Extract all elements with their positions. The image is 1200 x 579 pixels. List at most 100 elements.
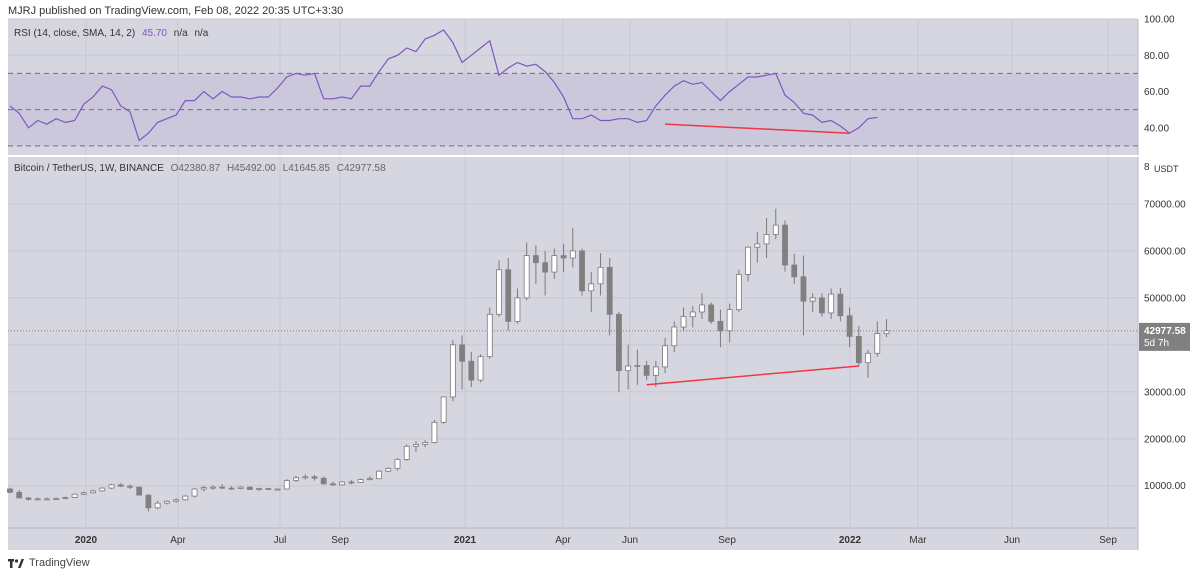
price-axis-bg bbox=[1138, 19, 1192, 550]
candle-body bbox=[791, 264, 798, 278]
candle-body bbox=[293, 477, 299, 481]
currency-label: USDT bbox=[1154, 164, 1179, 174]
price-tick-label: 50000.00 bbox=[1144, 293, 1186, 304]
candle-body bbox=[163, 500, 170, 504]
candle-body bbox=[311, 476, 318, 479]
candle-body bbox=[865, 352, 871, 364]
candle-body bbox=[108, 484, 115, 489]
price-tick-label: 70000.00 bbox=[1144, 199, 1186, 210]
candle-body bbox=[735, 274, 742, 311]
candle-body bbox=[809, 297, 816, 302]
rsi-tick-label: 80.00 bbox=[1144, 51, 1169, 62]
candle-body bbox=[533, 255, 539, 264]
candle-body bbox=[819, 297, 825, 314]
candle-body bbox=[800, 276, 807, 302]
time-axis-label: Mar bbox=[909, 535, 927, 546]
candle-body bbox=[689, 311, 696, 318]
price-tick-label: 60000.00 bbox=[1144, 246, 1186, 257]
tradingview-logo-icon bbox=[8, 559, 24, 568]
candle-body bbox=[413, 444, 419, 447]
time-axis-label: Sep bbox=[1099, 535, 1117, 546]
candle-body bbox=[348, 481, 355, 484]
candle-body bbox=[80, 492, 87, 495]
candle-body bbox=[597, 266, 604, 285]
price-tick-label: 10000.00 bbox=[1144, 481, 1186, 492]
rsi-tick-label: 100.00 bbox=[1144, 15, 1175, 26]
price-legend-symbol: Bitcoin / TetherUS, 1W, BINANCE bbox=[14, 163, 164, 174]
candle-body bbox=[265, 488, 272, 490]
candle-body bbox=[90, 490, 96, 494]
candle-body bbox=[191, 488, 198, 497]
candle-body bbox=[422, 442, 429, 445]
price-legend-low: L41645.85 bbox=[282, 163, 330, 174]
candle-body bbox=[136, 486, 143, 496]
candle-body bbox=[154, 502, 161, 509]
candle-body bbox=[440, 396, 447, 423]
candle-body bbox=[256, 488, 263, 490]
candle-body bbox=[376, 470, 382, 480]
candle-body bbox=[127, 485, 133, 488]
rsi-line bbox=[9, 29, 878, 142]
candle-body bbox=[320, 477, 327, 485]
candle-body bbox=[883, 330, 890, 335]
candle-body bbox=[182, 495, 189, 501]
candle-body bbox=[385, 467, 392, 472]
candle-body bbox=[652, 366, 659, 376]
candle-body bbox=[403, 445, 410, 460]
price-tag-price: 42977.58 bbox=[1144, 326, 1186, 337]
candle-body bbox=[44, 498, 50, 501]
time-axis-label: Jun bbox=[622, 535, 638, 546]
candle-body bbox=[671, 326, 678, 347]
candle-body bbox=[219, 486, 226, 489]
candle-body bbox=[496, 269, 502, 315]
footer-brand: TradingView bbox=[29, 557, 90, 569]
price-legend-high: H45492.00 bbox=[226, 163, 276, 174]
candle-body bbox=[99, 487, 106, 492]
publish-header: MJRJ published on TradingView.com, Feb 0… bbox=[8, 5, 344, 17]
candle-body bbox=[616, 313, 622, 372]
candle-body bbox=[745, 246, 752, 275]
candle-body bbox=[477, 356, 484, 381]
rsi-tick-label: 60.00 bbox=[1144, 87, 1169, 98]
candle-body bbox=[505, 269, 512, 322]
candle-body bbox=[514, 297, 521, 322]
candle-body bbox=[726, 309, 733, 332]
candle-body bbox=[662, 345, 668, 368]
rsi-trend-line bbox=[665, 123, 850, 134]
candle-body bbox=[708, 304, 715, 322]
candle-body bbox=[117, 484, 124, 487]
time-axis-label: Sep bbox=[331, 535, 349, 546]
rsi-band bbox=[8, 73, 1138, 146]
rsi-legend-value: 45.70 bbox=[141, 28, 167, 39]
candle-body bbox=[699, 304, 705, 313]
time-axis-label: 2020 bbox=[75, 535, 98, 546]
candle-body bbox=[551, 255, 558, 273]
candle-body bbox=[274, 488, 281, 491]
candle-body bbox=[145, 494, 152, 509]
candle-body bbox=[680, 316, 687, 328]
candle-body bbox=[71, 493, 78, 498]
time-axis-label: Jul bbox=[274, 535, 287, 546]
candle-body bbox=[283, 480, 290, 490]
candle-body bbox=[228, 487, 235, 490]
candle-body bbox=[588, 283, 595, 292]
candle-body bbox=[34, 498, 41, 501]
candle-body bbox=[200, 487, 207, 490]
price-tick-label: 20000.00 bbox=[1144, 434, 1186, 445]
rsi-legend-name: RSI (14, close, SMA, 14, 2) bbox=[14, 28, 136, 39]
time-axis-label: Jun bbox=[1004, 535, 1020, 546]
candle-body bbox=[339, 481, 346, 486]
footer: TradingView bbox=[8, 557, 90, 569]
candle-body bbox=[855, 335, 862, 364]
time-axis-label: 2021 bbox=[454, 535, 477, 546]
candle-body bbox=[449, 344, 456, 398]
candle-body bbox=[717, 320, 724, 332]
price-legend: Bitcoin / TetherUS, 1W, BINANCE O42380.8… bbox=[14, 163, 390, 174]
candle-body bbox=[25, 497, 32, 500]
candle-body bbox=[763, 234, 770, 245]
candle-body bbox=[846, 315, 853, 337]
price-tag-countdown: 5d 7h bbox=[1144, 338, 1169, 349]
candle-body bbox=[837, 293, 844, 317]
candle-body bbox=[468, 360, 475, 381]
